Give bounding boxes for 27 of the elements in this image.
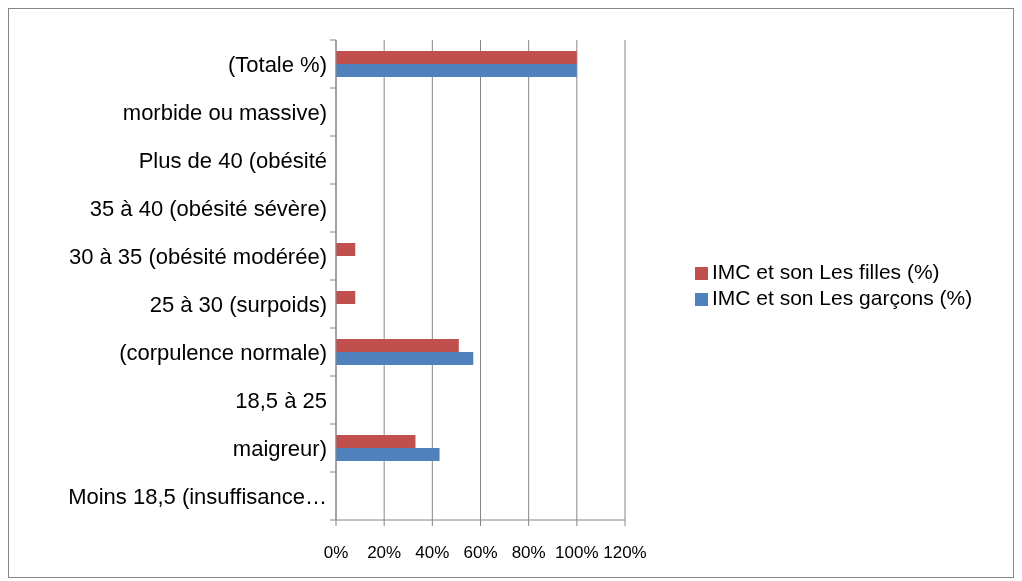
bar: [336, 243, 356, 256]
x-tick-label: 60%: [463, 543, 498, 563]
x-tick-label: 80%: [511, 543, 546, 563]
bar: [336, 64, 577, 77]
y-tick-label: 25 à 30 (surpoids): [149, 291, 327, 317]
y-tick-label: Moins 18,5 (insuffisance…: [68, 483, 327, 509]
legend-label: IMC et son Les garçons (%): [712, 286, 973, 309]
x-tick-label: 20%: [367, 543, 402, 563]
x-tick-label: 100%: [555, 543, 599, 563]
y-tick-label: 35 à 40 (obésité sévère): [89, 195, 327, 221]
legend-label: IMC et son Les filles (%): [712, 260, 940, 283]
bar: [336, 339, 459, 352]
bar: [336, 291, 356, 304]
y-tick-label: maigreur): [232, 435, 327, 461]
x-tick-label: 40%: [415, 543, 450, 563]
bar: [336, 448, 440, 461]
bar: [336, 435, 416, 448]
y-tick-label: 30 à 35 (obésité modérée): [68, 243, 327, 269]
y-tick-label: (corpulence normale): [119, 339, 327, 365]
bar: [336, 51, 577, 64]
y-tick-label: (Totale %): [227, 51, 327, 77]
y-tick-label: Plus de 40 (obésité: [138, 147, 327, 173]
y-tick-label: morbide ou massive): [122, 99, 327, 125]
x-tick-label: 0%: [323, 543, 349, 563]
y-tick-label: 18,5 à 25: [235, 387, 327, 413]
bar: [336, 352, 474, 365]
x-tick-label: 120%: [603, 543, 647, 563]
